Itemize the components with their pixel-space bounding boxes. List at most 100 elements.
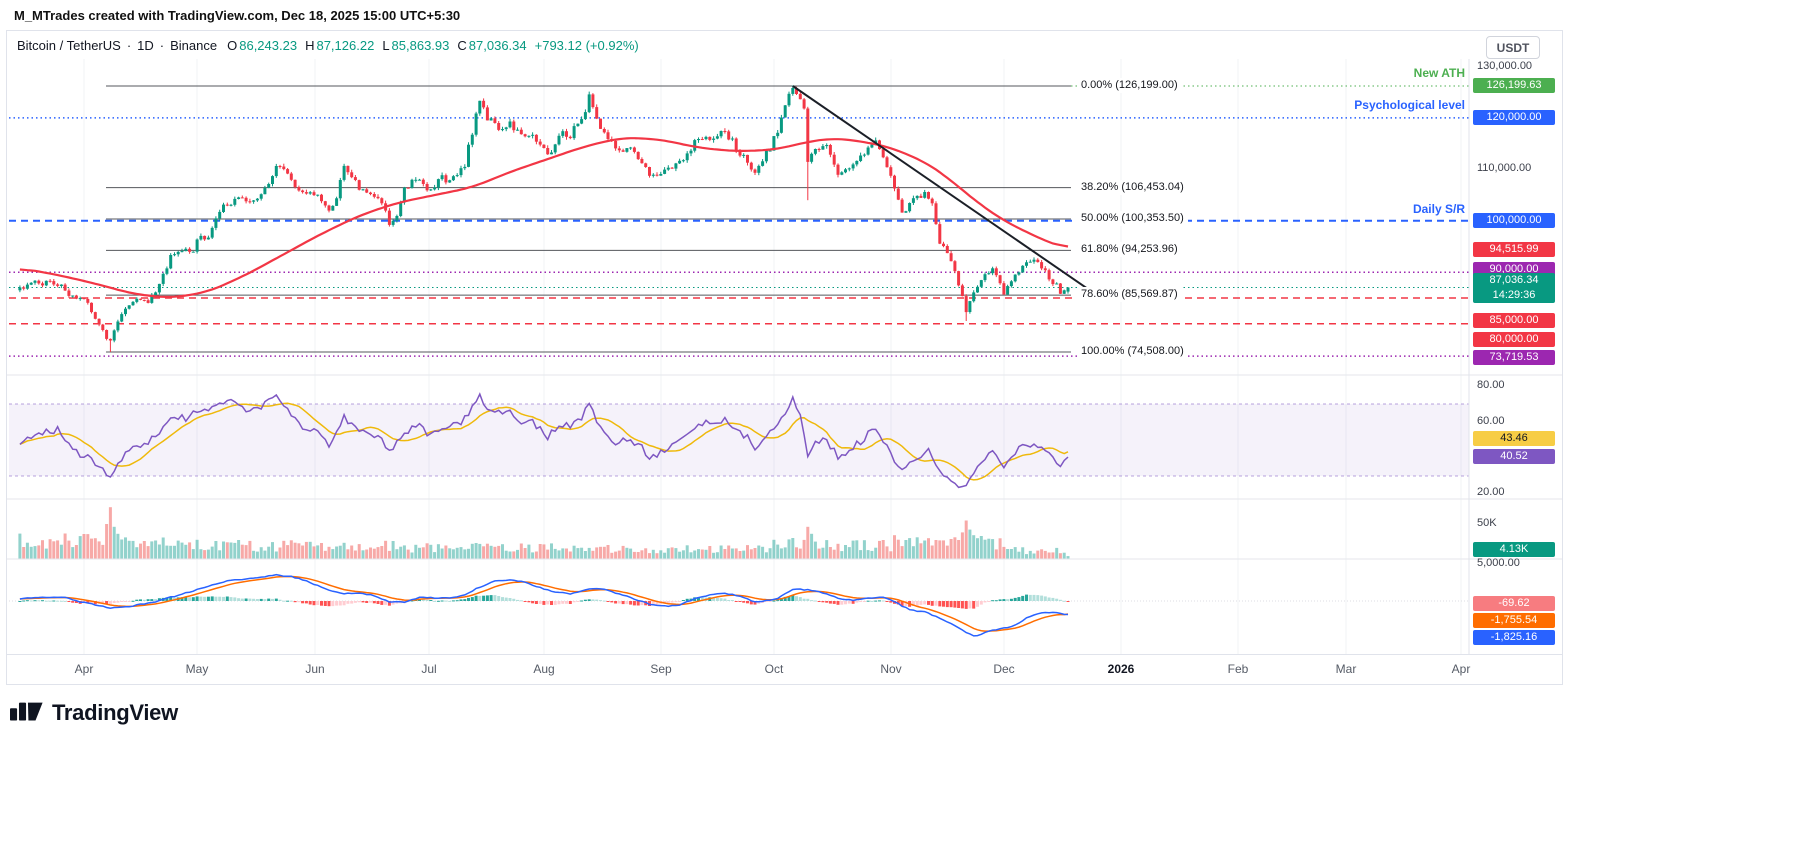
candle xyxy=(37,279,41,285)
high-label: H xyxy=(305,37,315,53)
fib-retracement[interactable] xyxy=(106,85,1469,353)
candle xyxy=(255,198,259,202)
candle xyxy=(557,133,561,146)
candle xyxy=(425,182,429,192)
fib-level-label: 38.20% (106,453.04) xyxy=(1077,180,1188,195)
fib-level-label: 0.00% (126,199.00) xyxy=(1077,78,1182,93)
exchange-label: Binance xyxy=(170,37,218,53)
ma-line xyxy=(19,137,1069,298)
candle xyxy=(259,193,263,201)
candle xyxy=(154,291,158,296)
price-axis-badge: 87,036.34 14:29:36 xyxy=(1473,273,1555,303)
candle xyxy=(353,175,357,182)
candle xyxy=(342,163,346,182)
candle xyxy=(188,247,192,254)
axis-label: 50K xyxy=(1477,517,1497,529)
candle xyxy=(142,299,146,302)
fib-level-label: 61.80% (94,253.96) xyxy=(1077,242,1182,257)
candle xyxy=(968,300,972,314)
candle xyxy=(406,187,410,189)
candle xyxy=(372,192,376,199)
candle xyxy=(74,294,78,300)
candle xyxy=(1043,266,1047,272)
candle xyxy=(527,135,531,138)
candle xyxy=(832,152,836,167)
tradingview-logo-text: TradingView xyxy=(52,700,178,725)
price-axis-badge: 73,719.53 xyxy=(1473,350,1555,365)
candle xyxy=(444,173,448,185)
close-value: 87,036.34 xyxy=(468,37,527,53)
candle xyxy=(391,219,395,227)
candle xyxy=(124,307,127,317)
annotation-psychological-level: Psychological level xyxy=(1354,98,1465,112)
time-axis-label: May xyxy=(185,662,209,676)
candle xyxy=(361,188,365,191)
candle xyxy=(761,159,765,167)
candle xyxy=(244,196,248,204)
candle xyxy=(459,165,463,178)
candle xyxy=(135,297,139,304)
candle xyxy=(1047,268,1051,282)
candle xyxy=(908,202,912,213)
interval-label[interactable]: 1D xyxy=(137,37,154,53)
price-axis-badge: 80,000.00 xyxy=(1473,332,1555,347)
price-axis-badge: 100,000.00 xyxy=(1473,213,1555,228)
candle xyxy=(493,116,497,124)
candle xyxy=(316,194,320,197)
chart-svg[interactable] xyxy=(7,59,1562,654)
candle xyxy=(323,200,327,208)
candle xyxy=(659,171,663,176)
candle xyxy=(52,279,56,287)
candle xyxy=(599,118,602,129)
chart-area[interactable]: 0.00% (126,199.00) 38.20% (106,453.04) 50.… xyxy=(7,59,1562,654)
candle xyxy=(712,136,716,143)
candle xyxy=(708,136,712,142)
candle xyxy=(813,148,817,156)
candle xyxy=(516,127,519,131)
candle xyxy=(176,250,180,257)
candle xyxy=(519,127,523,135)
candle xyxy=(308,191,312,195)
symbol-title[interactable]: Bitcoin / TetherUS · 1D · Binance xyxy=(17,38,217,53)
candle xyxy=(1028,259,1032,263)
chart-widget: Bitcoin / TetherUS · 1D · Binance O 86,24… xyxy=(6,30,1563,685)
candle xyxy=(700,136,704,141)
annotation-new-ath: New ATH xyxy=(1413,66,1465,80)
price-levels[interactable] xyxy=(9,117,1469,357)
candle xyxy=(504,126,508,132)
candle xyxy=(169,253,173,270)
candle xyxy=(184,247,188,252)
candle xyxy=(836,163,840,178)
candle xyxy=(779,114,783,134)
candle xyxy=(904,210,908,213)
price-axis[interactable]: 130,000.00 110,000.00 80.00 60.00 20.00 50K 5,… xyxy=(1469,59,1562,654)
candle xyxy=(629,146,633,150)
candle xyxy=(644,162,648,168)
time-axis[interactable]: Apr May Jun Jul Aug Sep Oct Nov Dec 2026 Feb Mar Apr xyxy=(7,654,1562,684)
axis-label: 130,000.00 xyxy=(1477,60,1533,72)
candle xyxy=(538,139,542,147)
tradingview-logo[interactable]: TradingView xyxy=(10,700,178,726)
candle xyxy=(602,127,606,134)
candle xyxy=(923,189,927,199)
candle xyxy=(542,144,546,149)
candle xyxy=(203,235,207,241)
candle xyxy=(572,123,576,140)
price-axis-badge: -1,755.54 xyxy=(1473,613,1555,628)
candle xyxy=(1025,260,1028,268)
candle xyxy=(783,105,787,118)
candle xyxy=(380,197,384,206)
candle xyxy=(753,168,757,175)
candle xyxy=(274,163,278,178)
candle xyxy=(685,151,689,163)
candle xyxy=(433,184,437,191)
candle xyxy=(632,146,636,154)
candle xyxy=(278,164,282,169)
currency-button[interactable]: USDT xyxy=(1486,36,1540,59)
candle xyxy=(338,177,342,201)
separator: · xyxy=(126,37,132,53)
candle xyxy=(1013,274,1017,283)
candle xyxy=(953,260,957,274)
trendline[interactable] xyxy=(792,85,1092,292)
fib-level-label: 50.00% (100,353.50) xyxy=(1077,211,1188,226)
